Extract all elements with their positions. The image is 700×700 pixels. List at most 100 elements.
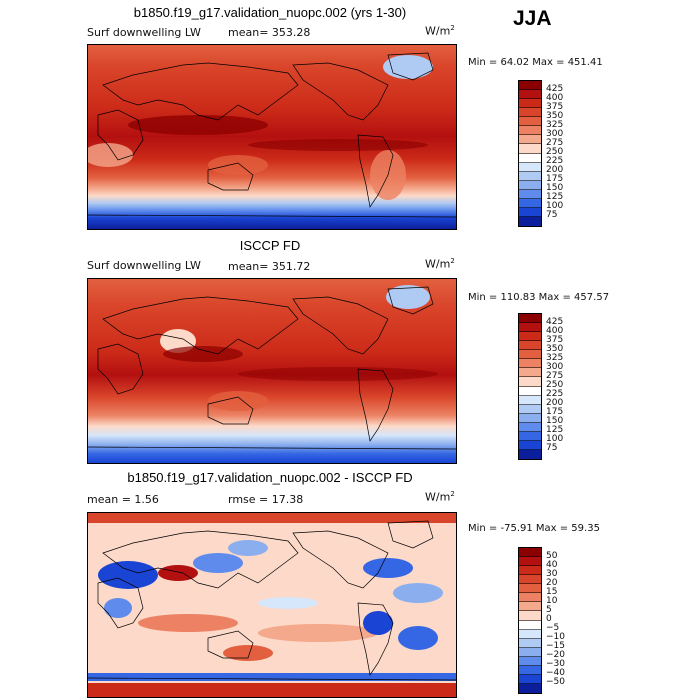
colorbar-label: 375 [546,101,564,112]
colorbar-cell [519,144,541,154]
panel1-colorbar-labels: 425 400 375 350 325 300 275 250 225 200 175 150 125 1… [546,80,576,225]
colorbar-cell [519,611,541,621]
colorbar-label: 225 [546,389,564,400]
panel2-colorbar [518,313,542,460]
colorbar-label: 400 [546,325,564,336]
panel3-map [87,512,457,698]
colorbar-cell [519,575,541,585]
panel1-field-label: Surf downwelling LW [87,26,201,39]
colorbar-label: 150 [546,183,564,194]
colorbar-cell [519,368,541,378]
colorbar-label: 300 [546,128,564,139]
colorbar-label: 15 [546,586,558,597]
colorbar-label: 325 [546,119,564,130]
colorbar-label: 40 [546,559,558,570]
colorbar-label: 275 [546,137,564,148]
colorbar-cell [519,584,541,594]
colorbar-label: 0 [546,614,552,624]
colorbar-label: 10 [546,595,558,606]
colorbar-label: −20 [546,650,565,661]
colorbar-cell [519,180,541,190]
panel1-map [87,44,457,230]
colorbar-cell [519,386,541,396]
colorbar-cell [519,449,541,459]
colorbar-label: 275 [546,370,564,381]
colorbar-cell [519,440,541,450]
colorbar-cell [519,602,541,612]
colorbar-cell [519,350,541,360]
colorbar-label: 175 [546,407,564,418]
colorbar-label: 30 [546,568,558,579]
colorbar-label: 425 [546,83,564,94]
colorbar-label: 225 [546,156,564,167]
panel2-mean: mean= 351.72 [228,260,311,273]
colorbar-cell [519,629,541,639]
colorbar-label: 150 [546,416,564,427]
panel2-title: ISCCP FD [239,238,301,253]
colorbar-cell [519,207,541,217]
colorbar-label: 75 [546,210,558,221]
colorbar-cell [519,216,541,226]
colorbar-cell [519,314,541,324]
panel3-title: b1850.f19_g17.validation_nuopc.002 - ISC… [127,470,413,485]
panel3-minmax: Min = -75.91 Max = 59.35 [468,523,600,534]
colorbar-label: 200 [546,398,564,409]
colorbar-cell [519,332,541,342]
panel3-mean: mean = 1.56 [87,493,159,506]
colorbar-label: 100 [546,201,564,212]
colorbar-label: 50 [546,550,558,561]
panel1-colorbar [518,80,542,227]
colorbar-cell [519,359,541,369]
colorbar-cell [519,162,541,172]
colorbar-label: 175 [546,174,564,185]
colorbar-cell [519,548,541,558]
colorbar-cell [519,557,541,567]
panel1-mean: mean= 353.28 [228,26,311,39]
colorbar-cell [519,422,541,432]
colorbar-cell [519,341,541,351]
colorbar-label: 200 [546,165,564,176]
colorbar-cell [519,108,541,118]
panel2-map [87,278,457,464]
colorbar-label: −10 [546,632,565,643]
colorbar-label: −5 [546,623,560,634]
colorbar-label: 300 [546,361,564,372]
colorbar-cell [519,171,541,181]
colorbar-label: 100 [546,434,564,445]
colorbar-cell [519,665,541,675]
colorbar-label: 250 [546,147,564,157]
colorbar-label: 325 [546,352,564,363]
colorbar-cell [519,413,541,423]
colorbar-cell [519,189,541,199]
season-label: JJA [513,7,552,30]
colorbar-label: 125 [546,425,564,436]
colorbar-cell [519,323,541,333]
colorbar-cell [519,99,541,109]
colorbar-cell [519,117,541,127]
colorbar-cell [519,404,541,414]
panel2-minmax: Min = 110.83 Max = 457.57 [468,292,610,303]
colorbar-label: −40 [546,668,565,679]
colorbar-cell [519,90,541,100]
colorbar-label: −15 [546,641,565,652]
panel2-colorbar-labels: 425 400 375 350 325 300 275 250 225 200 175 150 125 1… [546,313,576,458]
panel3-colorbar [518,547,542,694]
colorbar-cell [519,620,541,630]
colorbar-cell [519,683,541,693]
colorbar-cell [519,126,541,136]
colorbar-cell [519,593,541,603]
colorbar-label: 125 [546,192,564,203]
panel1-minmax: Min = 64.02 Max = 451.41 [468,57,603,68]
colorbar-cell [519,395,541,405]
colorbar-cell [519,81,541,91]
colorbar-cell [519,674,541,684]
panel1-title: b1850.f19_g17.validation_nuopc.002 (yrs … [133,5,407,20]
panel1-units: W/m2 [425,24,455,38]
colorbar-label: 425 [546,316,564,327]
colorbar-cell [519,656,541,666]
panel3-units: W/m2 [425,490,455,504]
colorbar-label: 20 [546,577,558,588]
panel2-units: W/m2 [425,257,455,271]
colorbar-cell [519,647,541,657]
colorbar-label: 350 [546,110,564,121]
